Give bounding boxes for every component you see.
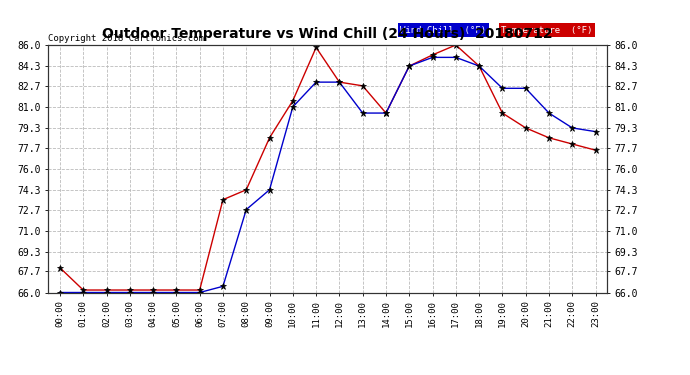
Text: Copyright 2018 Cartronics.com: Copyright 2018 Cartronics.com <box>48 33 204 42</box>
Title: Outdoor Temperature vs Wind Chill (24 Hours)  20180712: Outdoor Temperature vs Wind Chill (24 Ho… <box>102 27 553 41</box>
Text: Wind Chill  (°F): Wind Chill (°F) <box>400 26 486 34</box>
Text: Temperature  (°F): Temperature (°F) <box>501 26 593 34</box>
